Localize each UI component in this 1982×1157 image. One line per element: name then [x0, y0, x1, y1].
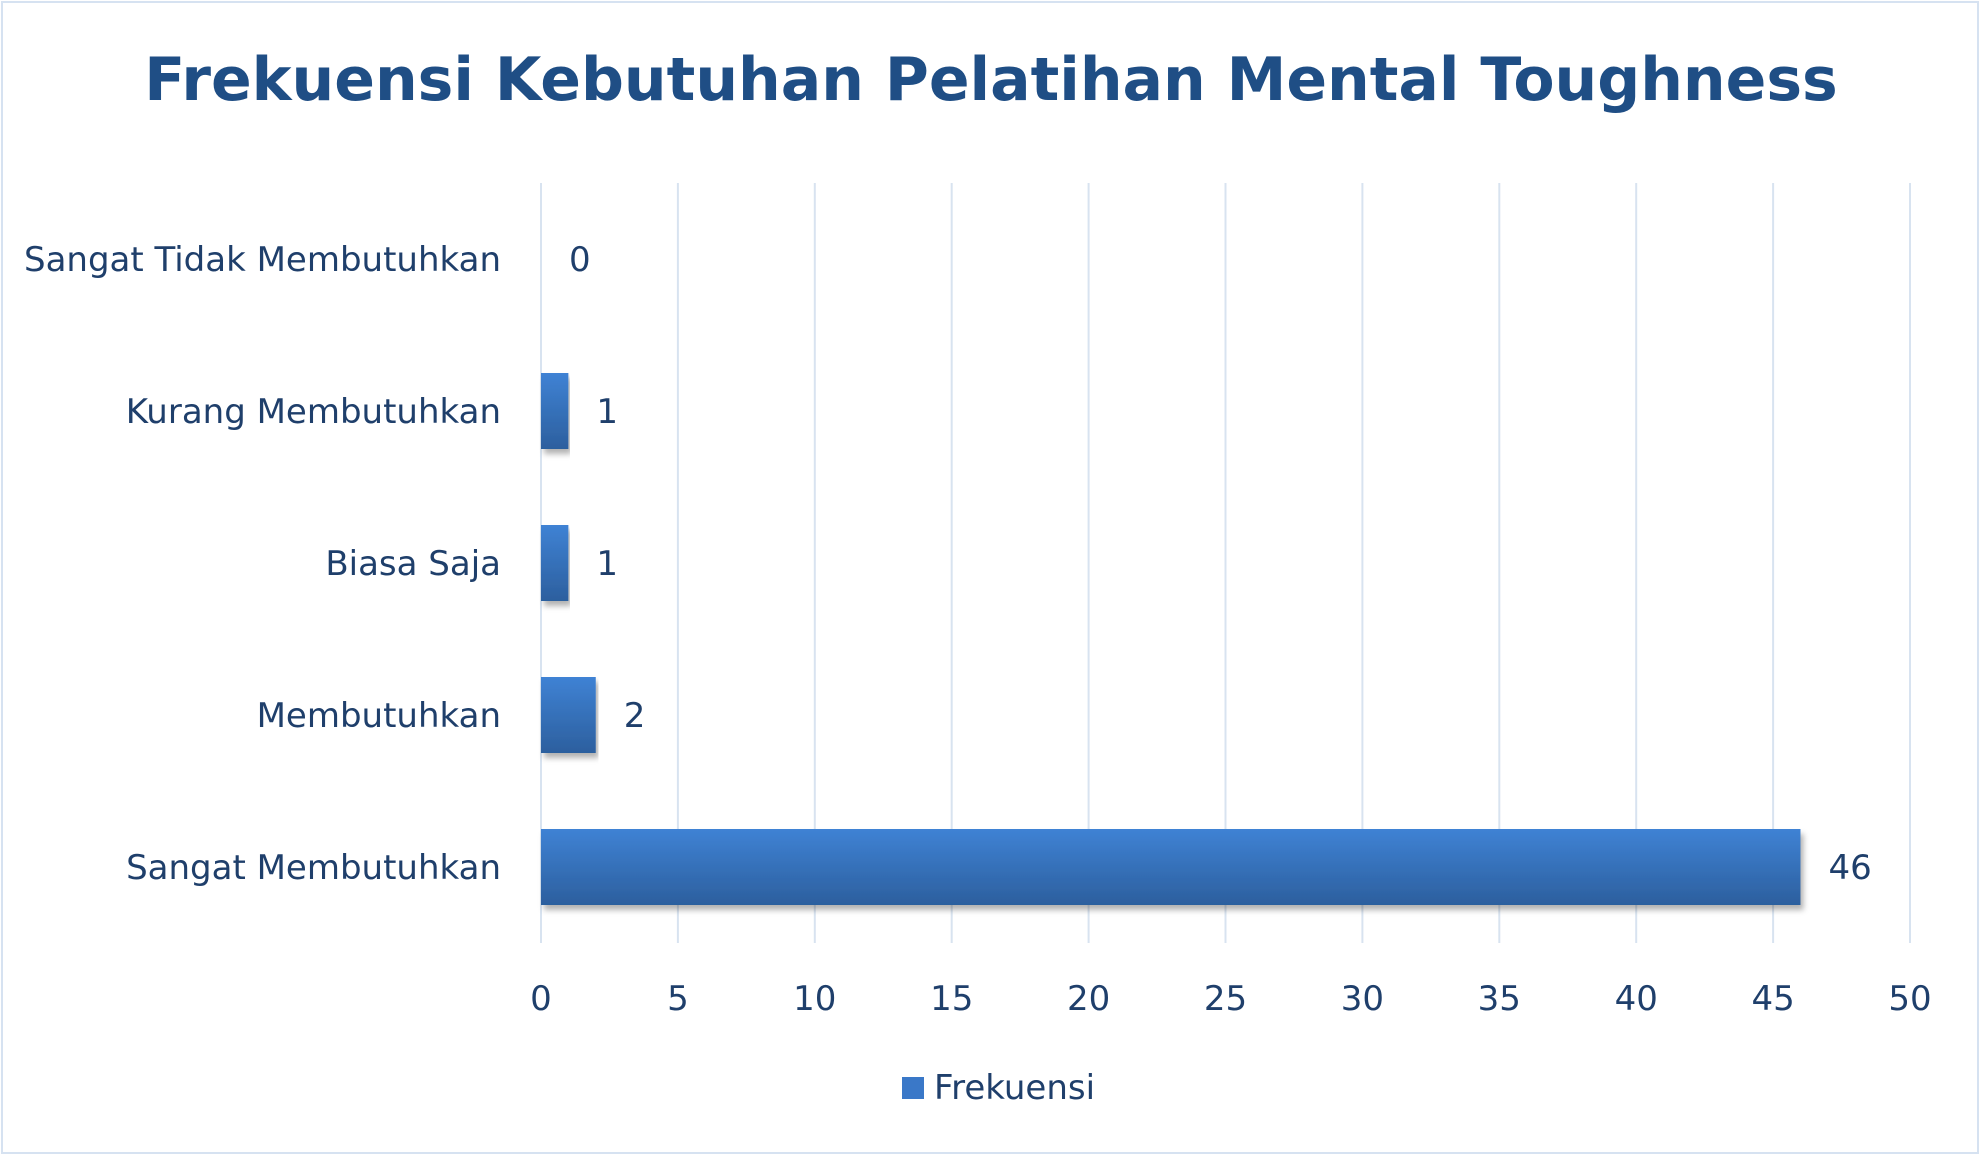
- data-label: 0: [569, 240, 591, 280]
- bar: [541, 829, 1801, 905]
- x-tick-label: 5: [667, 979, 689, 1019]
- bars: [541, 373, 1801, 905]
- x-tick-label: 25: [1204, 979, 1247, 1019]
- category-label: Membutuhkan: [257, 696, 501, 736]
- data-label: 1: [596, 544, 618, 584]
- data-labels: 0 1 1 2 46: [569, 240, 1872, 888]
- x-tick-labels: 0 5 10 15 20 25 30 35 40 45 50: [530, 979, 1931, 1019]
- x-tick-label: 40: [1615, 979, 1658, 1019]
- x-tick-label: 50: [1888, 979, 1931, 1019]
- gridlines: [540, 183, 1911, 943]
- chart-title: Frekuensi Kebutuhan Pelatihan Mental Tou…: [144, 45, 1838, 115]
- legend-label: Frekuensi: [934, 1068, 1095, 1108]
- legend: Frekuensi: [902, 1068, 1095, 1108]
- category-label: Kurang Membutuhkan: [126, 392, 501, 432]
- x-tick-label: 10: [793, 979, 836, 1019]
- category-label: Biasa Saja: [325, 544, 501, 584]
- category-labels: Sangat Tidak Membutuhkan Kurang Membutuhk…: [24, 240, 501, 888]
- category-label: Sangat Tidak Membutuhkan: [24, 240, 501, 280]
- x-tick-label: 35: [1478, 979, 1521, 1019]
- bar: [541, 677, 596, 753]
- bar: [541, 525, 569, 601]
- legend-swatch: [902, 1077, 924, 1099]
- x-tick-label: 20: [1067, 979, 1110, 1019]
- data-label: 1: [596, 392, 618, 432]
- bar: [541, 373, 569, 449]
- category-label: Sangat Membutuhkan: [126, 848, 501, 888]
- data-label: 46: [1828, 848, 1871, 888]
- x-tick-label: 0: [530, 979, 552, 1019]
- x-tick-label: 45: [1751, 979, 1794, 1019]
- x-tick-label: 30: [1341, 979, 1384, 1019]
- data-label: 2: [624, 696, 646, 736]
- x-tick-label: 15: [930, 979, 973, 1019]
